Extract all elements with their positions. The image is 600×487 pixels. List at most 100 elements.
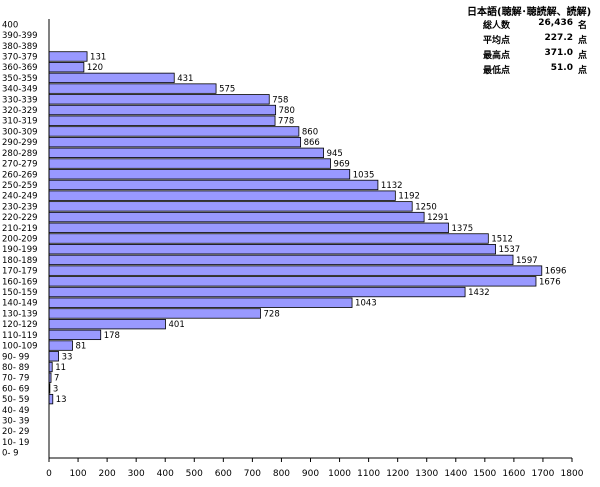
category-tick-label: 360-369 bbox=[2, 63, 38, 73]
category-tick-label: 270-279 bbox=[2, 160, 38, 170]
bar bbox=[48, 169, 351, 180]
category-tick-label: 60- 69 bbox=[2, 384, 29, 394]
bar-value-label: 1035 bbox=[353, 170, 375, 180]
stat-label: 最高点 bbox=[483, 51, 511, 61]
stat-unit: 名 bbox=[577, 21, 587, 31]
bar bbox=[48, 115, 276, 126]
bar-value-label: 1512 bbox=[491, 235, 513, 245]
category-tick-label: 250-259 bbox=[2, 181, 38, 191]
bar bbox=[48, 329, 102, 341]
bar-value-label: 1132 bbox=[381, 181, 403, 191]
stats-title: 日本語(聴解･聴読解、読解) bbox=[467, 7, 592, 18]
bar bbox=[48, 393, 54, 405]
category-tick-label: 390-399 bbox=[2, 31, 38, 41]
x-tick-label: 100 bbox=[69, 469, 86, 479]
category-tick-label: 400 bbox=[2, 20, 18, 30]
bar bbox=[48, 201, 413, 212]
bar bbox=[48, 83, 217, 94]
stat-unit: 点 bbox=[577, 51, 587, 61]
bar-value-label: 7 bbox=[54, 374, 59, 384]
x-tick-label: 400 bbox=[157, 469, 174, 479]
bar-value-label: 1043 bbox=[355, 299, 377, 309]
stat-value: 227.2 bbox=[544, 33, 573, 43]
category-tick-label: 340-349 bbox=[2, 85, 38, 95]
category-tick-label: 240-249 bbox=[2, 192, 38, 202]
x-tick-label: 1500 bbox=[473, 469, 496, 479]
category-tick-label: 350-359 bbox=[2, 74, 38, 84]
bar bbox=[48, 286, 466, 298]
bar bbox=[48, 147, 324, 158]
bar-value-label: 1597 bbox=[516, 256, 538, 266]
x-tick-label: 1000 bbox=[328, 469, 351, 479]
bar-value-label: 1250 bbox=[415, 202, 437, 212]
category-tick-label: 160-169 bbox=[2, 277, 38, 287]
category-tick-label: 0- 9 bbox=[2, 449, 19, 459]
bar bbox=[48, 222, 449, 233]
bar-value-label: 13 bbox=[56, 395, 67, 405]
bar-value-label: 860 bbox=[302, 127, 318, 137]
bar-value-label: 11 bbox=[55, 363, 66, 373]
bar bbox=[48, 276, 537, 287]
bar-value-label: 81 bbox=[76, 342, 87, 352]
bar bbox=[48, 104, 277, 116]
category-tick-label: 300-309 bbox=[2, 127, 38, 137]
category-tick-label: 180-189 bbox=[2, 256, 38, 266]
stat-value: 51.0 bbox=[550, 63, 573, 73]
bar-value-label: 1537 bbox=[499, 245, 521, 255]
x-tick-label: 1300 bbox=[415, 469, 438, 479]
stat-unit: 点 bbox=[577, 36, 587, 46]
category-tick-label: 200-209 bbox=[2, 235, 38, 245]
category-tick-label: 70- 79 bbox=[2, 374, 29, 384]
bar bbox=[48, 351, 59, 362]
category-tick-label: 190-199 bbox=[2, 245, 38, 255]
category-tick-label: 30- 39 bbox=[2, 417, 29, 427]
category-tick-label: 260-269 bbox=[2, 170, 38, 180]
bar-value-label: 780 bbox=[279, 106, 295, 116]
category-tick-label: 90- 99 bbox=[2, 352, 29, 362]
stat-value: 26,436 bbox=[538, 18, 573, 28]
bar-value-label: 178 bbox=[104, 331, 120, 341]
bar-value-label: 131 bbox=[90, 52, 106, 62]
bar-value-label: 945 bbox=[327, 149, 343, 159]
bar-value-label: 778 bbox=[278, 117, 294, 127]
category-tick-label: 130-139 bbox=[2, 309, 38, 319]
x-tick-label: 1400 bbox=[444, 469, 467, 479]
bar-value-label: 1676 bbox=[539, 277, 561, 287]
x-tick-label: 200 bbox=[99, 469, 116, 479]
x-tick-label: 900 bbox=[302, 469, 319, 479]
x-tick-label: 600 bbox=[215, 469, 232, 479]
category-tick-label: 80- 89 bbox=[2, 363, 29, 373]
x-tick-label: 500 bbox=[186, 469, 203, 479]
category-tick-label: 290-299 bbox=[2, 138, 38, 148]
bar bbox=[48, 211, 425, 223]
x-tick-label: 1700 bbox=[531, 469, 554, 479]
bar-value-label: 1375 bbox=[452, 224, 474, 234]
category-tick-label: 170-179 bbox=[2, 267, 38, 277]
bar-value-label: 728 bbox=[264, 309, 280, 319]
bar bbox=[48, 254, 514, 266]
bar bbox=[48, 308, 261, 319]
bar bbox=[48, 244, 496, 255]
summary-stats: 日本語(聴解･聴読解、読解) 総人数 26,436 名 平均点 227.2 点 … bbox=[0, 3, 600, 83]
stat-label: 最低点 bbox=[483, 66, 511, 76]
bar-value-label: 1192 bbox=[398, 192, 420, 202]
bar-value-label: 401 bbox=[169, 320, 185, 330]
bar-value-label: 3 bbox=[53, 384, 58, 394]
stat-label: 総人数 bbox=[483, 21, 511, 31]
category-tick-label: 20- 29 bbox=[2, 427, 29, 437]
bar bbox=[48, 190, 396, 201]
bar bbox=[48, 297, 353, 308]
bar-value-label: 969 bbox=[334, 160, 350, 170]
bar bbox=[48, 126, 300, 137]
bar-value-label: 1291 bbox=[427, 213, 449, 223]
bar bbox=[48, 179, 379, 191]
bar-value-label: 431 bbox=[177, 74, 193, 84]
x-tick-label: 300 bbox=[128, 469, 145, 479]
x-tick-label: 1800 bbox=[561, 469, 584, 479]
category-tick-label: 100-109 bbox=[2, 342, 38, 352]
category-tick-label: 120-129 bbox=[2, 320, 38, 330]
category-tick-label: 40- 49 bbox=[2, 406, 29, 416]
bar-value-label: 1696 bbox=[545, 267, 567, 277]
x-tick-label: 1200 bbox=[386, 469, 409, 479]
